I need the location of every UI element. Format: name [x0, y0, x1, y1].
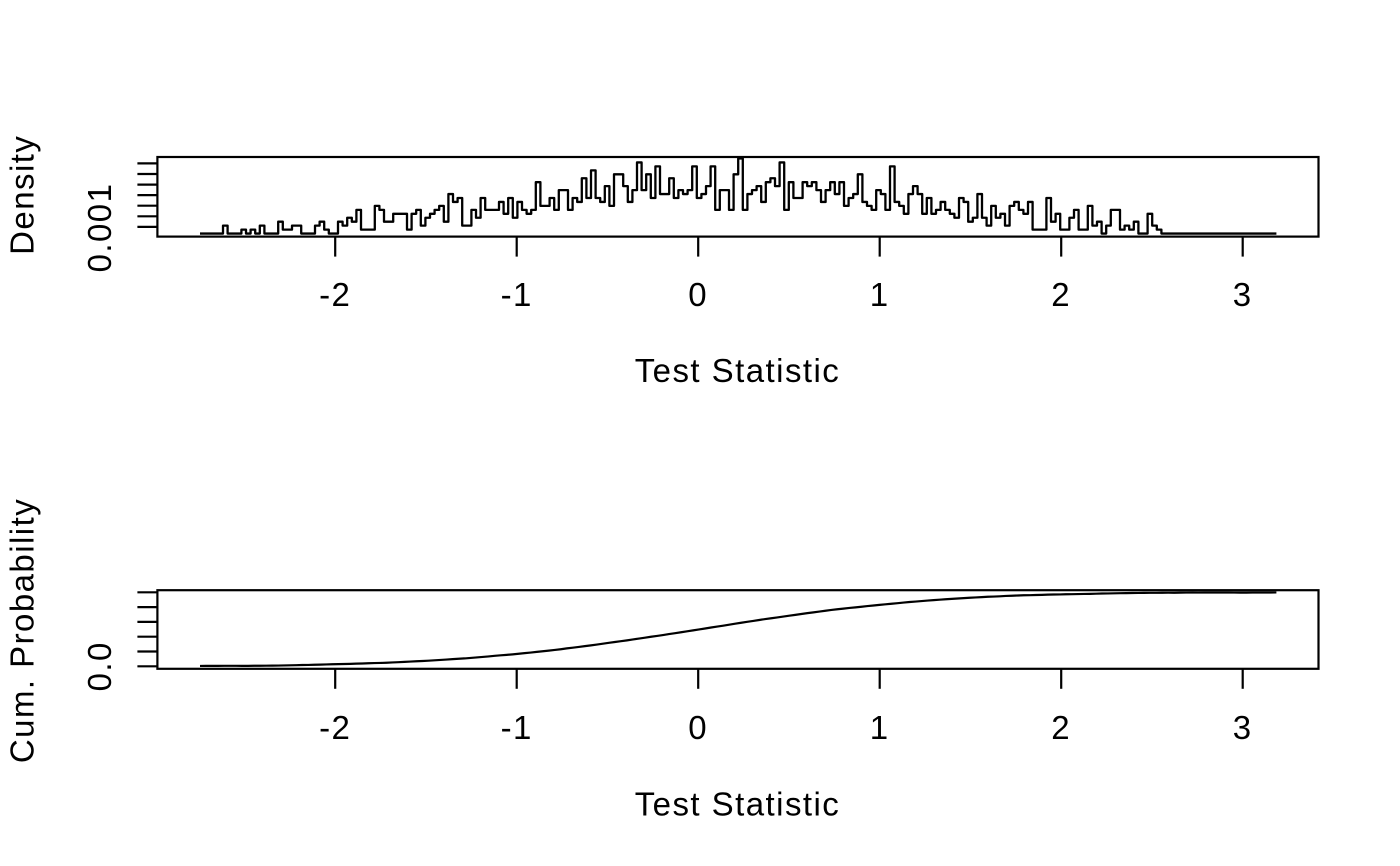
svg-text:Test Statistic: Test Statistic: [635, 786, 841, 823]
svg-text:Density: Density: [4, 135, 41, 255]
svg-text:-2: -2: [319, 709, 351, 746]
svg-text:-1: -1: [501, 709, 533, 746]
svg-text:1: 1: [870, 276, 890, 313]
svg-text:2: 2: [1051, 709, 1071, 746]
svg-text:3: 3: [1233, 276, 1253, 313]
svg-text:0.001: 0.001: [81, 183, 118, 273]
svg-text:1: 1: [870, 709, 890, 746]
svg-text:0: 0: [688, 276, 708, 313]
svg-text:2: 2: [1051, 276, 1071, 313]
svg-text:Test Statistic: Test Statistic: [635, 352, 841, 389]
svg-text:-2: -2: [319, 276, 351, 313]
svg-text:3: 3: [1233, 709, 1253, 746]
svg-text:Cum. Probability: Cum. Probability: [4, 498, 41, 763]
svg-text:0: 0: [688, 709, 708, 746]
svg-text:-1: -1: [501, 276, 533, 313]
svg-text:0.0: 0.0: [81, 641, 118, 691]
